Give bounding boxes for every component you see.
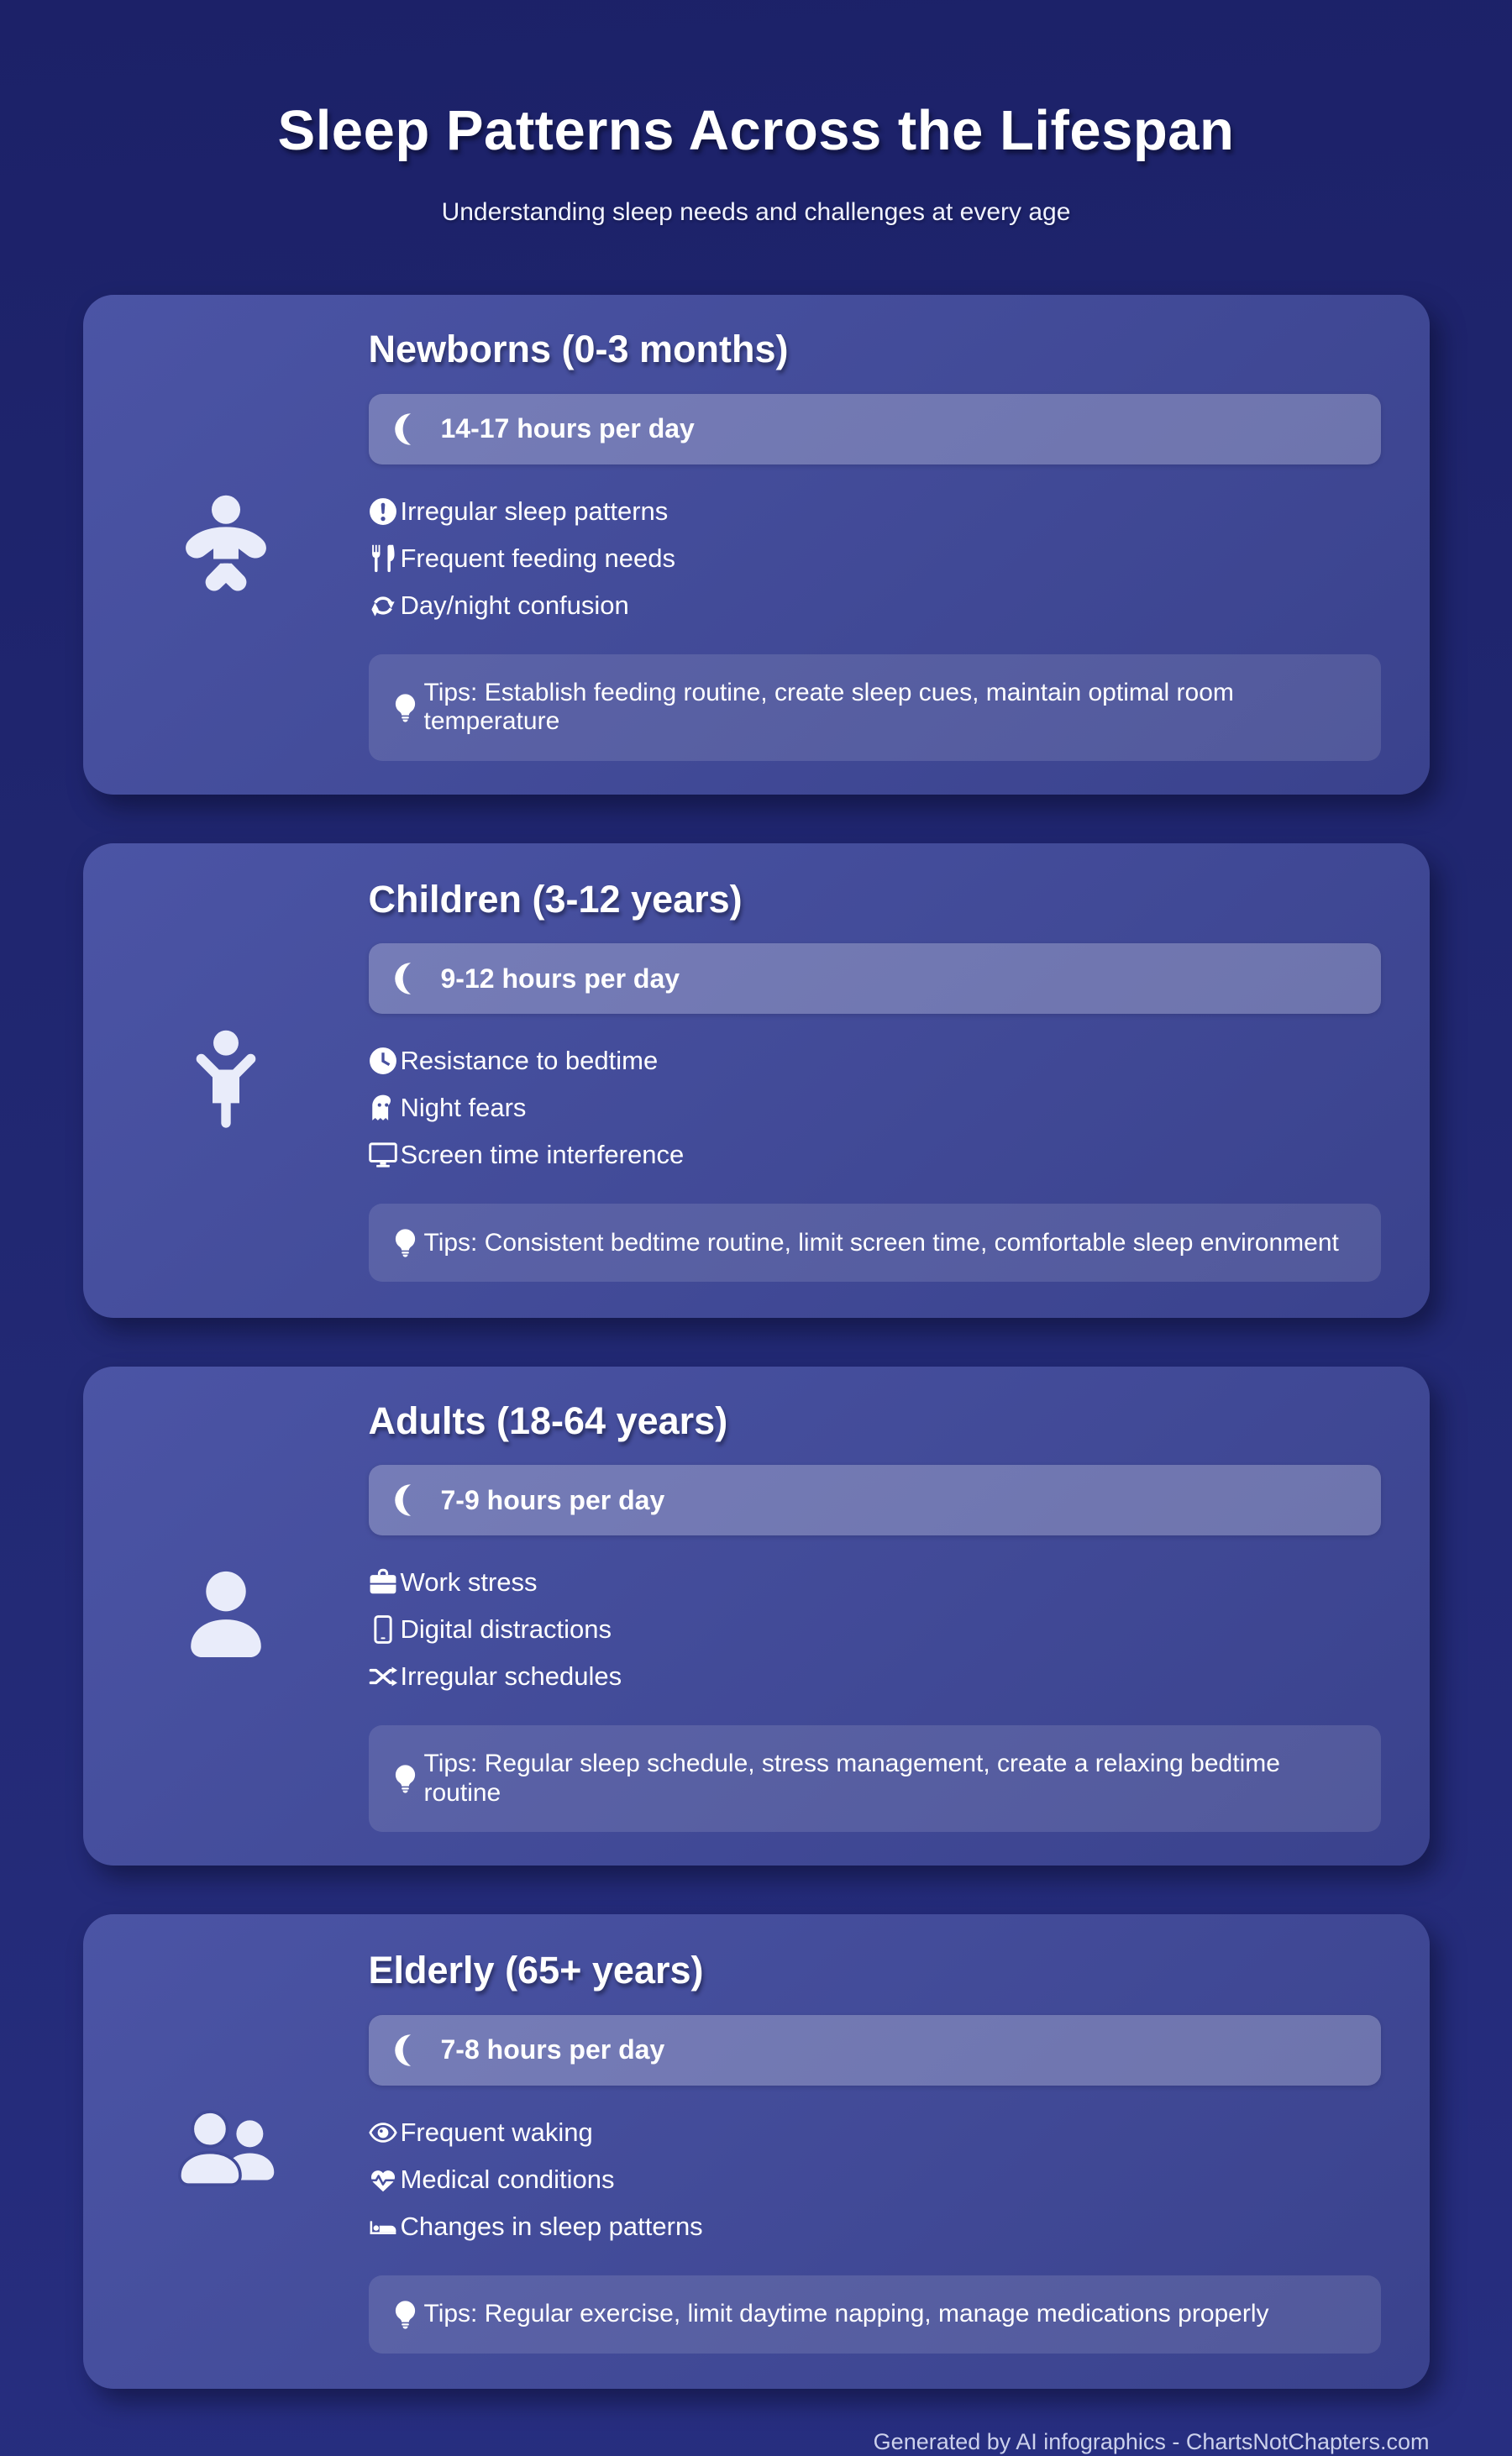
challenge-item: Resistance to bedtime [369, 1046, 1381, 1076]
challenge-label: Night fears [400, 1093, 527, 1123]
lightbulb-icon [391, 693, 420, 722]
challenge-label: Day/night confusion [400, 590, 629, 620]
shuffle-icon [369, 1662, 397, 1691]
card-elderly: Elderly (65+ years) 7-8 hours per day Fr… [82, 1914, 1430, 2389]
card-adults: Adults (18-64 years) 7-9 hours per day W… [82, 1366, 1430, 1866]
challenge-label: Digital distractions [400, 1614, 612, 1644]
briefcase-icon [369, 1568, 397, 1597]
exclamation-circle-icon [369, 497, 397, 526]
challenge-label: Resistance to bedtime [400, 1046, 659, 1076]
tips-banner: Tips: Consistent bedtime routine, limit … [368, 1204, 1381, 1283]
challenge-item: Screen time interference [369, 1140, 1381, 1170]
sleep-hours-banner: 7-8 hours per day [368, 2014, 1381, 2086]
card-newborns: Newborns (0-3 months) 14-17 hours per da… [82, 295, 1430, 795]
ghost-icon [369, 1094, 397, 1122]
challenge-label: Changes in sleep patterns [400, 2211, 703, 2241]
crescent-moon-icon [394, 412, 428, 446]
challenge-list: Resistance to bedtime Night fears Screen… [369, 1046, 1381, 1170]
age-group-cards: Newborns (0-3 months) 14-17 hours per da… [82, 295, 1430, 2389]
heart-pulse-icon [369, 2165, 397, 2194]
crescent-moon-icon [394, 962, 428, 995]
lightbulb-icon [391, 1228, 420, 1257]
crescent-moon-icon [394, 2034, 428, 2067]
lightbulb-icon [391, 1764, 420, 1793]
tips-banner: Tips: Regular exercise, limit daytime na… [368, 2275, 1381, 2354]
card-title: Adults (18-64 years) [368, 1399, 728, 1442]
challenge-item: Medical conditions [369, 2165, 1381, 2195]
page-subtitle: Understanding sleep needs and challenges… [441, 198, 1071, 226]
mobile-phone-icon [369, 1615, 397, 1644]
card-title: Elderly (65+ years) [368, 1949, 704, 1992]
card-title: Newborns (0-3 months) [368, 328, 789, 370]
sleep-hours-banner: 7-9 hours per day [368, 1465, 1381, 1535]
challenge-item: Work stress [369, 1567, 1381, 1598]
challenge-item: Irregular schedules [369, 1661, 1381, 1692]
baby-icon [171, 489, 281, 600]
clock-icon [369, 1047, 397, 1075]
lightbulb-icon [391, 2300, 420, 2329]
challenge-label: Work stress [400, 1567, 538, 1597]
tips-label: Tips: Regular sleep schedule, stress man… [423, 1750, 1280, 1807]
challenge-item: Irregular sleep patterns [369, 496, 1381, 527]
sleep-hours-label: 7-8 hours per day [440, 2034, 665, 2065]
card-title: Children (3-12 years) [368, 877, 743, 921]
tips-label: Tips: Consistent bedtime routine, limit … [423, 1228, 1339, 1257]
sleep-hours-banner: 14-17 hours per day [368, 393, 1381, 464]
challenge-item: Digital distractions [369, 1614, 1381, 1645]
challenge-item: Night fears [369, 1093, 1381, 1123]
eye-icon [369, 2118, 397, 2147]
challenge-item: Frequent waking [369, 2118, 1381, 2148]
tips-banner: Tips: Regular sleep schedule, stress man… [368, 1725, 1381, 1832]
tips-label: Tips: Regular exercise, limit daytime na… [423, 2300, 1269, 2327]
challenge-list: Frequent waking Medical conditions Chang… [369, 2118, 1381, 2242]
challenge-item: Day/night confusion [369, 590, 1381, 621]
challenge-list: Work stress Digital distractions Irregul… [369, 1567, 1381, 1692]
crescent-moon-icon [394, 1483, 428, 1517]
person-icon [171, 1561, 281, 1671]
page-title: Sleep Patterns Across the Lifespan [277, 99, 1235, 162]
challenge-item: Frequent feeding needs [369, 543, 1381, 574]
child-icon [171, 1025, 281, 1136]
challenge-label: Irregular sleep patterns [400, 496, 669, 526]
challenge-label: Frequent feeding needs [400, 543, 675, 573]
tips-label: Tips: Establish feeding routine, create … [423, 678, 1234, 736]
sleep-hours-banner: 9-12 hours per day [368, 943, 1381, 1015]
footer-credit: Generated by AI infographics - ChartsNot… [873, 2429, 1430, 2454]
bed-icon [369, 2212, 397, 2241]
utensils-icon [369, 544, 397, 573]
sync-arrows-icon [369, 591, 397, 620]
challenge-item: Changes in sleep patterns [369, 2212, 1381, 2242]
sleep-hours-label: 7-9 hours per day [440, 1484, 665, 1515]
sleep-hours-label: 9-12 hours per day [440, 963, 680, 994]
footer: Generated by AI infographics - ChartsNot… [83, 2429, 1430, 2455]
challenge-label: Irregular schedules [400, 1661, 622, 1691]
monitor-icon [369, 1141, 397, 1169]
card-children: Children (3-12 years) 9-12 hours per day… [82, 842, 1430, 1318]
tips-banner: Tips: Establish feeding routine, create … [368, 653, 1381, 761]
challenge-label: Screen time interference [400, 1140, 685, 1170]
challenge-label: Medical conditions [400, 2164, 615, 2194]
sleep-hours-label: 14-17 hours per day [440, 413, 695, 443]
challenge-label: Frequent waking [400, 2117, 593, 2147]
people-icon [171, 2097, 281, 2207]
challenge-list: Irregular sleep patterns Frequent feedin… [369, 496, 1381, 621]
